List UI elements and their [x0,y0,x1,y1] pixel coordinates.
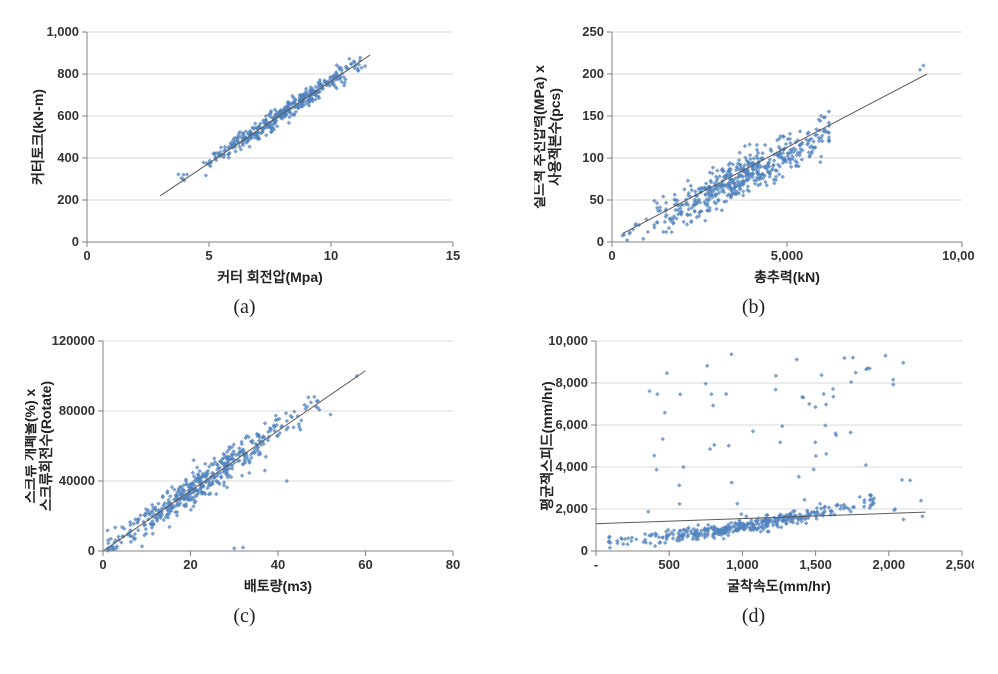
trend-line [160,55,370,196]
y-axis-title: 평균잭스피드(mm/hr) [539,381,555,510]
cell-a: 0 5 10 15 0 200 400 600 800 1,000 커터 회전압(Mpa) 커터토크(… [10,20,479,319]
scatter-points [620,63,925,242]
svg-text:0: 0 [596,234,603,249]
svg-text:5,000: 5,000 [770,248,803,263]
svg-text:4,000: 4,000 [555,459,588,474]
svg-text:2,000: 2,000 [872,557,905,572]
x-axis-title: 총추력(kN) [754,269,820,285]
chart-d: - 500 1,000 1,500 2,000 2,500 0 2,000 4,000 6,000… [534,329,974,599]
svg-text:1,500: 1,500 [799,557,832,572]
svg-text:200: 200 [57,192,79,207]
svg-text:120000: 120000 [51,333,94,348]
chart-svg: 0 5 10 15 0 200 400 600 800 1,000 커터 회전압(Mpa) 커터토크(… [25,20,465,290]
y-axis-title: 커터토크(kN-m) [30,89,46,185]
scatter-points [105,374,359,553]
caption-b: (b) [742,296,765,319]
trend-line [622,74,927,234]
svg-text:0: 0 [580,543,587,558]
caption-a: (a) [233,296,255,319]
svg-text:250: 250 [582,24,604,39]
svg-text:80: 80 [445,557,459,572]
svg-text:1,000: 1,000 [726,557,759,572]
svg-text:6,000: 6,000 [555,417,588,432]
x-axis-title: 커터 회전압(Mpa) [217,269,323,285]
trend-line [103,371,366,551]
svg-text:20: 20 [183,557,197,572]
svg-text:2,500: 2,500 [945,557,973,572]
scatter-points [176,55,367,182]
svg-text:400: 400 [57,150,79,165]
svg-text:10,000: 10,000 [942,248,974,263]
svg-text:2,000: 2,000 [555,501,588,516]
svg-text:10: 10 [323,248,337,263]
y-axis-title: 실드잭 추진압력(MPa) x사용잭본수(pcs) [534,65,563,209]
chart-a: 0 5 10 15 0 200 400 600 800 1,000 커터 회전압(Mpa) 커터토크(… [25,20,465,290]
svg-text:600: 600 [57,108,79,123]
svg-text:-: - [593,557,597,572]
svg-text:80000: 80000 [58,403,94,418]
cell-b: 0 5,000 10,000 0 50 100 150 200 250 총추력(kN) 실드잭 추진… [519,20,988,319]
svg-text:5: 5 [205,248,212,263]
svg-text:0: 0 [87,543,94,558]
caption-c: (c) [233,605,255,628]
svg-text:15: 15 [445,248,459,263]
scatter-points [606,352,924,550]
svg-text:150: 150 [582,108,604,123]
svg-text:800: 800 [57,66,79,81]
chart-svg: 0 20 40 60 80 0 40000 80000 120000 배토량(m3) 스크류 개폐율… [25,329,465,599]
svg-text:40: 40 [270,557,284,572]
svg-text:0: 0 [71,234,78,249]
cell-d: - 500 1,000 1,500 2,000 2,500 0 2,000 4,000 6,000… [519,329,988,628]
svg-text:200: 200 [582,66,604,81]
chart-svg: 0 5,000 10,000 0 50 100 150 200 250 총추력(kN) 실드잭 추진… [534,20,974,290]
svg-text:0: 0 [83,248,90,263]
svg-text:60: 60 [358,557,372,572]
svg-text:0: 0 [99,557,106,572]
caption-d: (d) [742,605,765,628]
svg-text:50: 50 [589,192,603,207]
chart-c: 0 20 40 60 80 0 40000 80000 120000 배토량(m3) 스크류 개폐율… [25,329,465,599]
svg-text:40000: 40000 [58,473,94,488]
chart-grid: 05101502004006008001,000커터 회전압(Mpa)커터토크(… [10,20,988,628]
svg-text:10,000: 10,000 [548,333,588,348]
x-axis-title: 굴착속도(mm/hr) [727,578,831,594]
x-axis-title: 배토량(m3) [243,578,311,594]
y-axis-title: 스크류 개폐율(%) x스크류회전수(Rotate) [25,381,54,511]
svg-text:100: 100 [582,150,604,165]
chart-svg: - 500 1,000 1,500 2,000 2,500 0 2,000 4,000 6,000… [534,329,974,599]
svg-text:1,000: 1,000 [46,24,79,39]
chart-b: 0 5,000 10,000 0 50 100 150 200 250 총추력(kN) 실드잭 추진… [534,20,974,290]
cell-c: 0 20 40 60 80 0 40000 80000 120000 배토량(m3) 스크류 개폐율… [10,329,479,628]
svg-text:500: 500 [658,557,680,572]
svg-text:8,000: 8,000 [555,375,588,390]
svg-text:0: 0 [608,248,615,263]
